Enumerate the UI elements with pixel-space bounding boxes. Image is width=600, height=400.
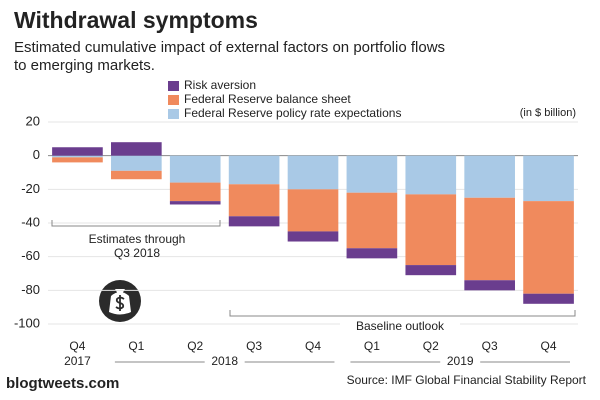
watermark: blogtweets.com [6,375,119,392]
x-tick-label: Q1 [128,339,144,353]
bar-segment [405,194,457,266]
legend-swatch [168,81,179,91]
bar-segment [346,192,398,249]
bar-segment [169,182,221,202]
bar-segment [169,201,221,205]
bar-segment [464,280,515,291]
bar-segment [287,231,339,242]
bar-segment [405,265,457,276]
y-tick-label: -60 [21,248,40,263]
money-icon [99,280,141,322]
bar-segment [52,157,103,163]
baseline-note: Baseline outlook [356,319,445,333]
x-tick-label: Q2 [187,339,203,353]
bar-segment [346,155,398,193]
x-tick-label: Q3 [482,339,498,353]
legend-label: Federal Reserve balance sheet [184,92,351,106]
bar-segment [111,155,162,171]
bar-segment [523,201,574,294]
subtitle: to emerging markets. [14,57,155,74]
y-tick-label: -100 [14,315,40,330]
x-tick-label: Q1 [364,339,380,353]
bar-segment [111,170,162,180]
bar-segment [346,248,398,259]
bar-segment [464,197,515,281]
chart-title: Withdrawal symptoms [14,7,258,33]
year-label: 2017 [64,354,91,368]
bar-segment [464,155,515,198]
estimate-bracket [51,220,221,227]
x-tick-label: Q3 [246,339,262,353]
y-tick-label: 20 [26,113,40,128]
bar-segment [287,155,339,190]
x-tick-label: Q4 [541,339,557,353]
bar-segment [228,184,280,217]
bar-segment [111,142,162,156]
bar-segment [52,155,103,158]
y-tick-label: -20 [21,181,40,196]
bar-segment [287,189,339,232]
legend-label: Federal Reserve policy rate expectations [184,106,401,120]
note-bg [340,320,460,334]
estimate-note: Estimates through [89,232,186,246]
x-tick-label: Q2 [423,339,439,353]
baseline-bracket [229,310,576,317]
legend-swatch [168,95,179,105]
y-tick-label: -40 [21,214,40,229]
bar-segment [523,293,574,304]
bar-segment [228,155,280,185]
bar-segment [523,155,574,202]
subtitle: Estimated cumulative impact of external … [14,39,445,56]
legend-swatch [168,109,179,119]
bar-segment [228,216,280,227]
year-label: 2019 [447,354,474,368]
bar-segment [405,155,457,195]
y-tick-label: 0 [33,147,40,162]
estimate-note: Q3 2018 [114,246,160,260]
bar-segment [169,155,221,183]
year-label: 2018 [211,354,238,368]
y-tick-label: -80 [21,282,40,297]
legend-label: Risk aversion [184,78,256,92]
x-tick-label: Q4 [69,339,85,353]
source: Source: IMF Global Financial Stability R… [347,373,587,387]
bar-segment [52,147,103,156]
x-tick-label: Q4 [305,339,321,353]
unit-note: (in $ billion) [520,107,576,119]
